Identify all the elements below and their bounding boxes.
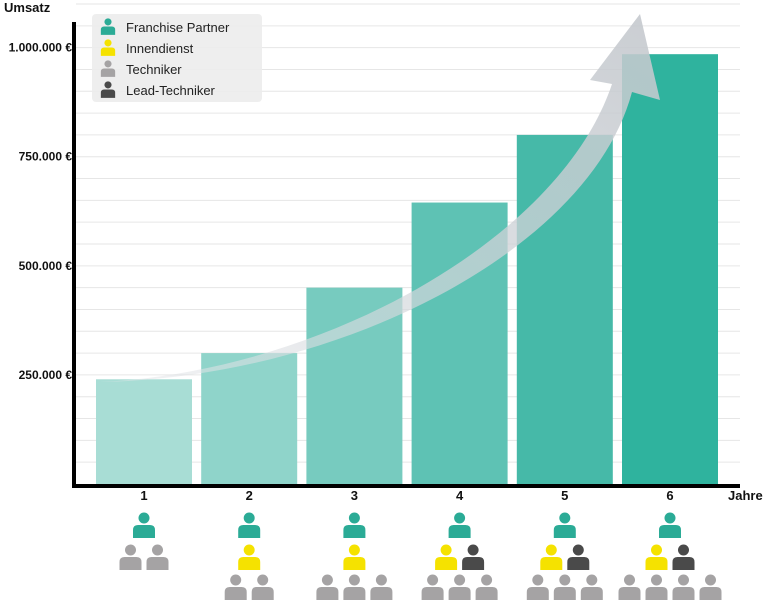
person-icon — [421, 574, 444, 600]
x-tick-label: 2 — [246, 488, 253, 503]
person-icon — [343, 512, 366, 538]
person-icon — [251, 574, 274, 600]
person-icon — [238, 512, 261, 538]
person-icon — [100, 18, 116, 35]
person-icon — [100, 60, 116, 77]
team-group-year-2 — [224, 512, 274, 600]
x-tick-labels: 1 2 3 4 5 6 — [140, 488, 673, 503]
person-icon — [146, 544, 169, 570]
bar-year-6 — [622, 54, 718, 484]
y-tick-label: 500.000 € — [19, 259, 73, 273]
x-tick-label: 4 — [456, 488, 464, 503]
person-icon — [580, 574, 603, 600]
person-icon — [448, 574, 471, 600]
person-icon — [316, 574, 339, 600]
person-icon — [553, 512, 576, 538]
person-icon — [448, 512, 471, 538]
person-icon — [672, 574, 695, 600]
person-icon — [699, 574, 722, 600]
person-icon — [659, 512, 681, 538]
person-icon — [435, 544, 458, 570]
person-icon — [238, 544, 261, 570]
team-group-year-3 — [316, 512, 393, 600]
legend: Franchise Partner Innendienst Techniker Lea… — [92, 14, 262, 102]
team-group-year-4 — [421, 512, 498, 600]
legend-label: Franchise Partner — [126, 20, 230, 35]
y-tick-labels: 250.000 € 500.000 € 750.000 € 1.000.000 € — [9, 41, 73, 382]
x-axis-title: Jahre — [728, 488, 763, 503]
x-tick-label: 6 — [666, 488, 673, 503]
person-icon — [567, 544, 590, 570]
y-tick-label: 750.000 € — [19, 150, 73, 164]
person-icon — [100, 39, 116, 56]
person-icon — [645, 574, 668, 600]
person-icon — [462, 544, 485, 570]
bars — [96, 54, 718, 484]
y-axis-title: Umsatz — [4, 0, 51, 15]
person-icon — [370, 574, 393, 600]
x-tick-label: 1 — [140, 488, 147, 503]
axes — [72, 22, 740, 488]
person-icon — [133, 512, 155, 538]
person-icon — [100, 81, 116, 98]
y-tick-label: 1.000.000 € — [9, 41, 73, 55]
bar-year-2 — [201, 353, 298, 484]
person-icon — [526, 574, 549, 600]
legend-label: Lead-Techniker — [126, 83, 216, 98]
legend-label: Innendienst — [126, 41, 194, 56]
person-icon — [553, 574, 576, 600]
trend-arrow — [100, 14, 660, 382]
person-icon — [119, 544, 142, 570]
person-icon — [618, 574, 641, 600]
trend-arrow-shape — [100, 14, 660, 382]
legend-label: Techniker — [126, 62, 182, 77]
team-group-year-5 — [526, 512, 603, 600]
person-icon — [343, 544, 366, 570]
person-icon — [672, 544, 695, 570]
x-tick-label: 3 — [351, 488, 358, 503]
person-icon — [645, 544, 668, 570]
team-group-year-6 — [618, 512, 722, 600]
team-icons — [119, 512, 722, 600]
x-tick-label: 5 — [561, 488, 568, 503]
person-icon — [475, 574, 498, 600]
person-icon — [224, 574, 247, 600]
legend-box — [92, 14, 262, 102]
team-group-year-1 — [119, 512, 169, 570]
y-tick-label: 250.000 € — [19, 368, 73, 382]
person-icon — [540, 544, 563, 570]
bar-year-1 — [96, 379, 192, 484]
person-icon — [343, 574, 366, 600]
